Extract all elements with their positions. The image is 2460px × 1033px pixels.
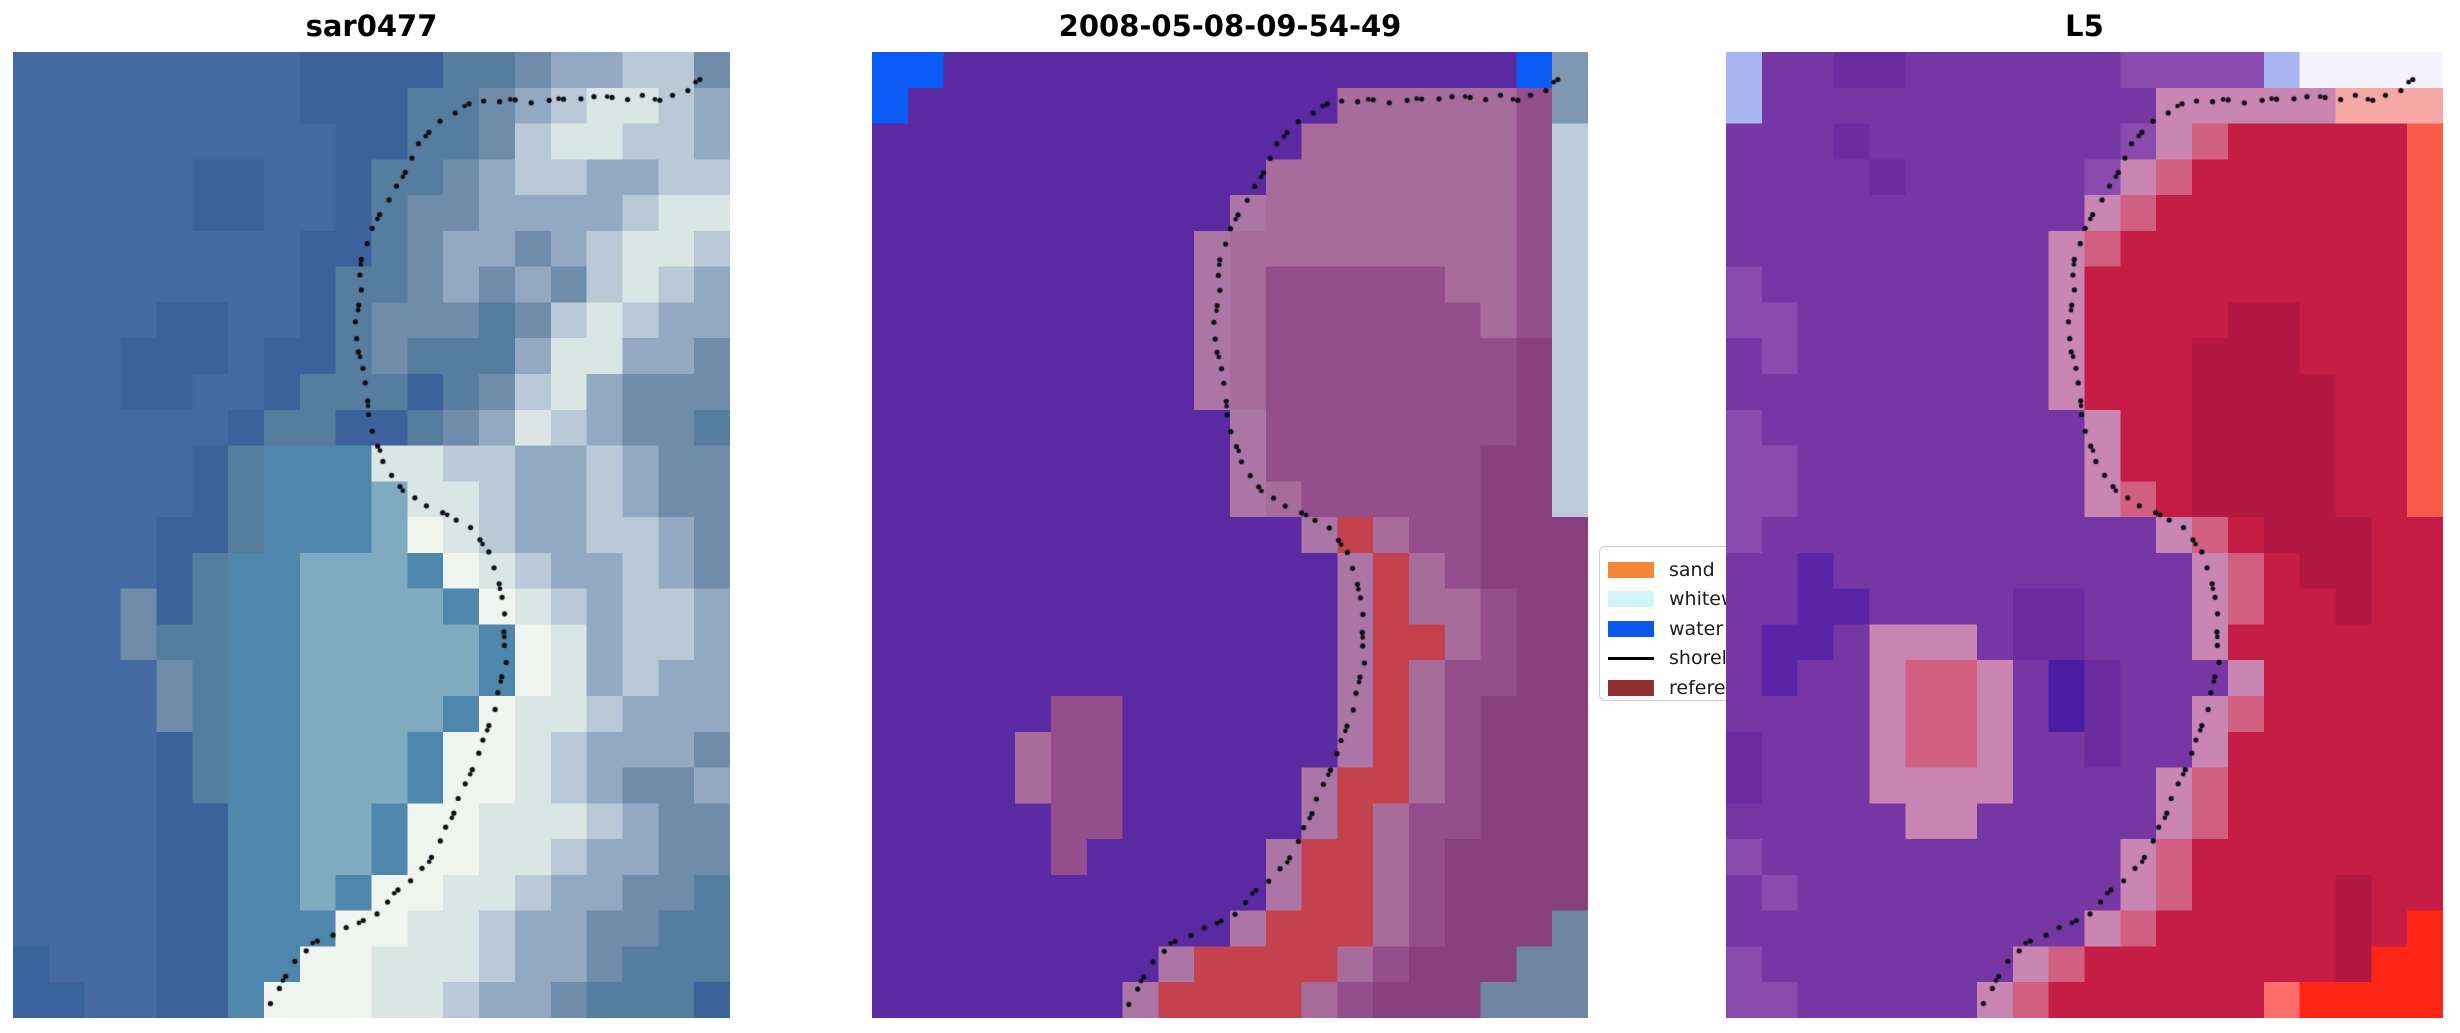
shoreline-dots-overlay [13,52,730,1018]
legend-item-sand: sand [1608,555,1794,585]
legend-item-water: water [1608,614,1794,644]
panel-title-l5: L5 [2065,9,2104,43]
reference-color-swatch [1608,679,1654,696]
shoreline-line-swatch [1608,656,1654,660]
panel-title-date: 2008-05-08-09-54-49 [1058,9,1402,43]
water-color-swatch [1608,620,1654,637]
legend-label: sand [1669,558,1715,581]
panel-sar-image [13,52,730,1018]
whitewater-color-swatch [1608,591,1654,608]
panel-title-sar0477: sar0477 [305,9,438,43]
shoreline-dots-overlay [872,52,1588,1018]
panel-classified-image [872,52,1588,1018]
panel-l5-image [1726,52,2443,1018]
legend-label: water [1669,617,1724,640]
shoreline-dots-overlay [1726,52,2443,1018]
sand-color-swatch [1608,561,1654,578]
